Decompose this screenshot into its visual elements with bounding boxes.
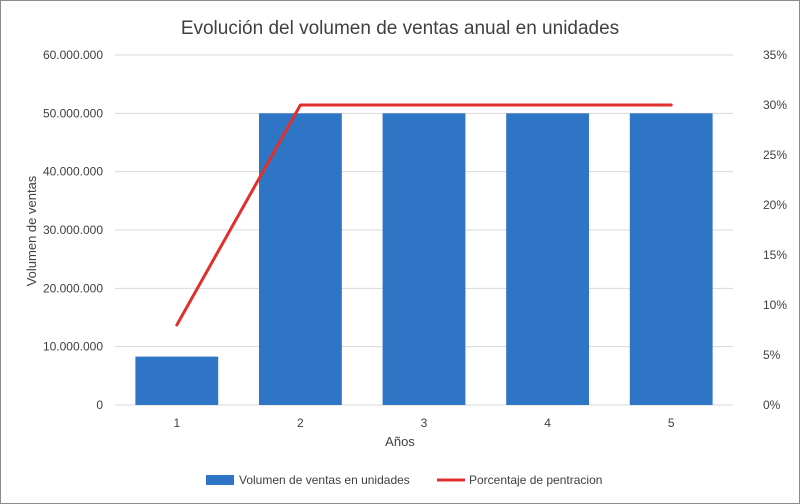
x-tick-label: 2 — [297, 416, 304, 430]
y-axis-right: 0% 5% 10% 15% 20% 25% 30% 35% — [763, 48, 787, 412]
y-tick-label: 60.000.000 — [43, 48, 103, 62]
y-axis-left: 0 10.000.000 20.000.000 30.000.000 40.000.00… — [43, 48, 103, 412]
x-tick-label: 4 — [544, 416, 551, 430]
bar — [506, 113, 590, 405]
y2-tick-label: 25% — [763, 148, 787, 162]
y2-tick-label: 20% — [763, 198, 787, 212]
x-axis-label: Años — [385, 434, 415, 449]
y2-tick-label: 5% — [763, 348, 781, 362]
line-series — [175, 103, 673, 327]
y2-tick-label: 10% — [763, 298, 787, 312]
bar — [258, 113, 342, 405]
penetration-line — [175, 103, 673, 327]
y2-tick-label: 15% — [763, 248, 787, 262]
y-tick-label: 0 — [96, 398, 103, 412]
legend: Volumen de ventas en unidades Porcentaje … — [206, 473, 602, 487]
y2-tick-label: 35% — [763, 48, 787, 62]
x-tick-label: 1 — [173, 416, 180, 430]
bar-series — [135, 113, 713, 405]
legend-label-line: Porcentaje de pentracion — [469, 473, 602, 487]
y2-tick-label: 0% — [763, 398, 781, 412]
x-tick-label: 5 — [668, 416, 675, 430]
y2-tick-label: 30% — [763, 98, 787, 112]
x-tick-label: 3 — [421, 416, 428, 430]
y-tick-label: 30.000.000 — [43, 223, 103, 237]
bar — [382, 113, 466, 405]
y-axis-label: Volumen de ventas — [24, 175, 39, 286]
chart-title: Evolución del volumen de ventas anual en… — [181, 18, 619, 39]
y-tick-label: 40.000.000 — [43, 165, 103, 179]
y-tick-label: 50.000.000 — [43, 106, 103, 120]
bar — [629, 113, 713, 405]
legend-swatch-bar — [206, 475, 234, 485]
x-axis: 1 2 3 4 5 — [173, 416, 674, 430]
legend-label-bar: Volumen de ventas en unidades — [239, 473, 410, 487]
y-tick-label: 10.000.000 — [43, 340, 103, 354]
bar — [135, 356, 219, 405]
y-tick-label: 20.000.000 — [43, 281, 103, 295]
